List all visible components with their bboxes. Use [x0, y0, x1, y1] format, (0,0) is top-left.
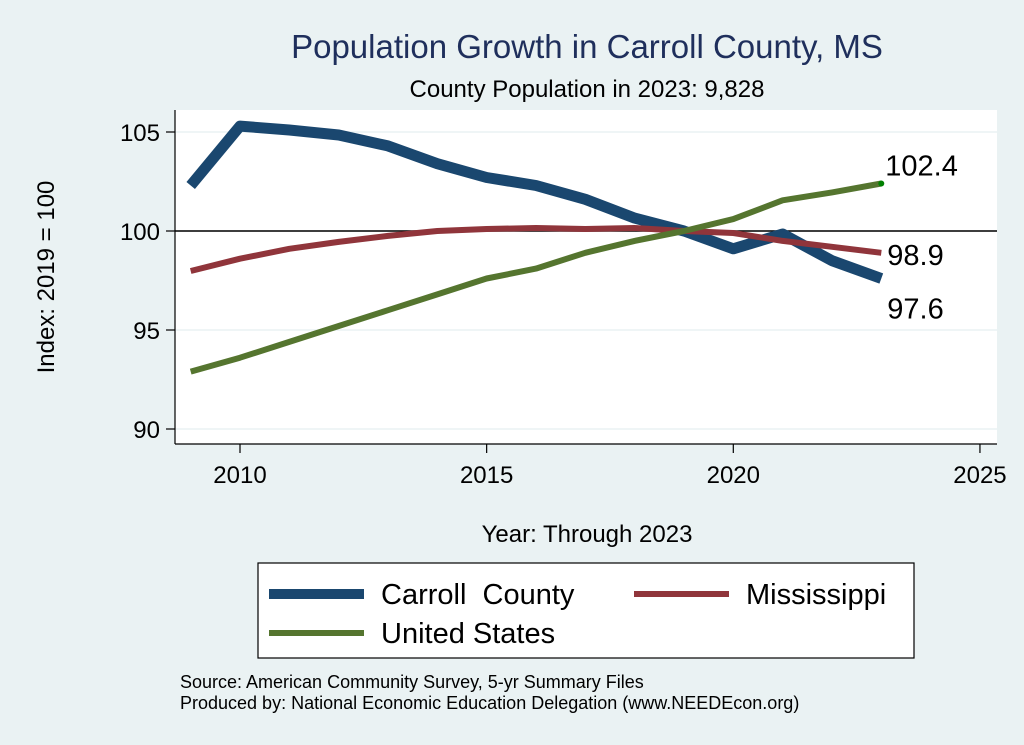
y-tick-label: 95: [133, 318, 160, 345]
x-tick-label: 2015: [460, 462, 513, 489]
end-label-carroll-county: 97.6: [887, 294, 943, 326]
footer-source: Source: American Community Survey, 5-yr …: [180, 672, 644, 692]
end-labels: 97.6 98.9 102.4: [885, 150, 958, 325]
x-axis-title: Year: Through 2023: [482, 521, 693, 548]
chart-subtitle: County Population in 2023: 9,828: [410, 76, 765, 103]
legend: Carroll County Mississippi United States: [257, 562, 915, 659]
x-ticks: 2010 2015 2020 2025: [213, 444, 1007, 489]
y-tick-label: 100: [120, 219, 160, 246]
y-tick-label: 105: [120, 120, 160, 147]
footer-produced-by: Produced by: National Economic Education…: [180, 693, 799, 713]
y-ticks: 90 95 100 105: [120, 120, 175, 444]
y-axis-title: Index: 2019 = 100: [33, 181, 60, 374]
x-tick-label: 2010: [213, 462, 266, 489]
end-label-united-states: 102.4: [885, 150, 958, 182]
y-tick-label: 90: [133, 417, 160, 444]
legend-label-mississippi: Mississippi: [746, 579, 886, 611]
legend-label-carroll-county: Carroll County: [381, 579, 575, 611]
series-layer: [186, 120, 885, 375]
plot-area: [175, 110, 997, 444]
endpoint-marker-united-states: [878, 180, 885, 187]
x-tick-label: 2025: [953, 462, 1006, 489]
x-tick-label: 2020: [707, 462, 760, 489]
end-label-mississippi: 98.9: [887, 240, 943, 272]
legend-box: [257, 562, 915, 659]
chart-title: Population Growth in Carroll County, MS: [291, 28, 883, 65]
legend-label-united-states: United States: [381, 618, 555, 650]
